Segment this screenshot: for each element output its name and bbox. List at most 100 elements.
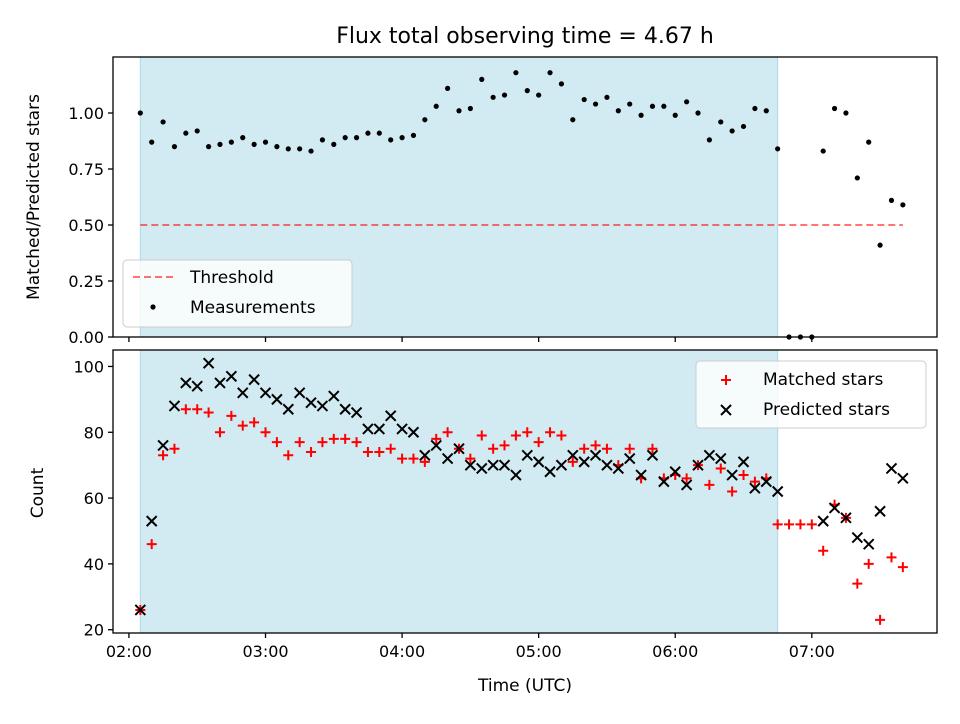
- measurement-point: [877, 242, 883, 248]
- matched-star-point: [875, 614, 886, 625]
- matched-star-point: [408, 453, 419, 464]
- measurement-point: [433, 103, 439, 109]
- measurement-point: [467, 105, 473, 112]
- matched-star-point: [226, 410, 237, 421]
- matched-star-point: [556, 430, 567, 441]
- predicted-star-point: [282, 403, 294, 415]
- predicted-star-point: [567, 449, 579, 462]
- matched-star-point: [362, 447, 373, 458]
- predicted-star-point: [760, 475, 772, 488]
- measurement-point: [627, 101, 633, 107]
- matched-star-point: [237, 420, 248, 431]
- matched-star-point: [715, 463, 726, 474]
- predicted-star-point: [737, 456, 750, 468]
- measurement-point: [638, 112, 644, 118]
- predicted-star-point: [430, 439, 442, 452]
- predicted-star-point: [715, 452, 727, 465]
- predicted-star-point: [612, 462, 625, 475]
- measurement-point: [695, 110, 701, 116]
- predicted-star-point: [510, 469, 522, 481]
- predicted-star-point: [885, 462, 898, 475]
- matched-star-point: [328, 433, 339, 444]
- matched-star-point: [499, 440, 510, 451]
- predicted-star-point: [168, 400, 181, 412]
- matched-star-point: [727, 486, 738, 497]
- observing-window-shade: [139, 349, 779, 634]
- matched-star-point: [203, 407, 214, 418]
- predicted-star-point: [487, 459, 499, 471]
- measurement-point: [649, 103, 656, 109]
- matched-star-point: [317, 437, 328, 448]
- measurement-point: [353, 135, 360, 141]
- measurement-point: [820, 148, 826, 154]
- matched-star-point: [146, 539, 157, 550]
- predicted-star-point: [293, 387, 306, 399]
- predicted-star-point: [635, 469, 647, 481]
- y-tick-label: 100: [73, 357, 104, 376]
- measurement-point: [718, 119, 724, 125]
- legend-box: [122, 259, 353, 328]
- matched-star-point: [522, 427, 533, 438]
- matched-star-point: [340, 433, 351, 444]
- legend-matched-label: Matched stars: [763, 370, 883, 390]
- x-tick-label: 04:00: [379, 642, 425, 661]
- predicted-star-point: [680, 479, 693, 491]
- x-tick-label: 06:00: [652, 642, 698, 661]
- matched-star-point: [590, 440, 601, 451]
- panel2-ylabel: Count: [28, 467, 48, 518]
- matched-star-point: [283, 450, 294, 461]
- ratio-panel: 0.00 0.25 0.50 0.75 1.00 Threshold Measurement…: [68, 56, 938, 347]
- matched-star-point: [192, 404, 203, 415]
- legend-matched-swatch: [721, 375, 731, 385]
- matched-star-point: [385, 443, 396, 454]
- predicted-star-point: [407, 426, 420, 438]
- x-tick-label: 03:00: [242, 642, 288, 661]
- legend: Threshold Measurements: [122, 259, 353, 328]
- predicted-star-point: [555, 459, 568, 471]
- measurement-point: [592, 101, 599, 107]
- y-tick-label: 1.00: [68, 104, 104, 123]
- legend-box: [695, 360, 927, 429]
- measurement-point: [376, 130, 382, 136]
- predicted-star-point: [749, 482, 761, 494]
- matched-star-point: [294, 437, 305, 448]
- matched-star-point: [374, 447, 385, 458]
- predicted-star-point: [476, 462, 488, 475]
- matched-star-point: [681, 473, 692, 484]
- matched-star-point: [306, 447, 317, 458]
- matched-star-point: [158, 450, 169, 461]
- predicted-star-point: [828, 502, 841, 514]
- predicted-star-point: [897, 472, 909, 485]
- matched-star-point: [795, 519, 806, 530]
- legend-measurement-label: Measurements: [190, 298, 316, 318]
- measurement-point: [228, 139, 234, 145]
- legend-predicted-swatch: [720, 404, 732, 416]
- matched-star-point: [260, 427, 271, 438]
- predicted-star-point: [157, 439, 169, 452]
- measurement-point: [763, 108, 769, 114]
- measurement-point: [410, 132, 417, 138]
- measurement-point: [866, 139, 872, 145]
- predicted-star-point: [532, 456, 545, 468]
- matched-star-point: [704, 479, 715, 490]
- matched-star-point: [419, 456, 430, 467]
- matched-star-point: [488, 443, 499, 454]
- x-tick-label: 05:00: [516, 642, 562, 661]
- matched-star-point: [476, 430, 487, 441]
- predicted-star-point: [362, 423, 374, 435]
- measurement-point: [445, 85, 451, 91]
- measurement-point: [171, 144, 178, 150]
- measurement-point: [661, 103, 667, 109]
- predicted-star-point: [316, 400, 329, 412]
- predicted-star-point: [396, 423, 408, 435]
- legend-measurement-swatch: [150, 304, 156, 310]
- measurement-point: [490, 94, 496, 100]
- matched-star-point: [510, 430, 521, 441]
- matched-star-point: [647, 443, 658, 454]
- predicted-star-point: [453, 443, 465, 455]
- measurement-point: [672, 112, 678, 118]
- matched-star-point: [601, 443, 612, 454]
- matched-star-point: [351, 437, 362, 448]
- legend-predicted-label: Predicted stars: [763, 400, 890, 420]
- predicted-star-point: [202, 357, 215, 369]
